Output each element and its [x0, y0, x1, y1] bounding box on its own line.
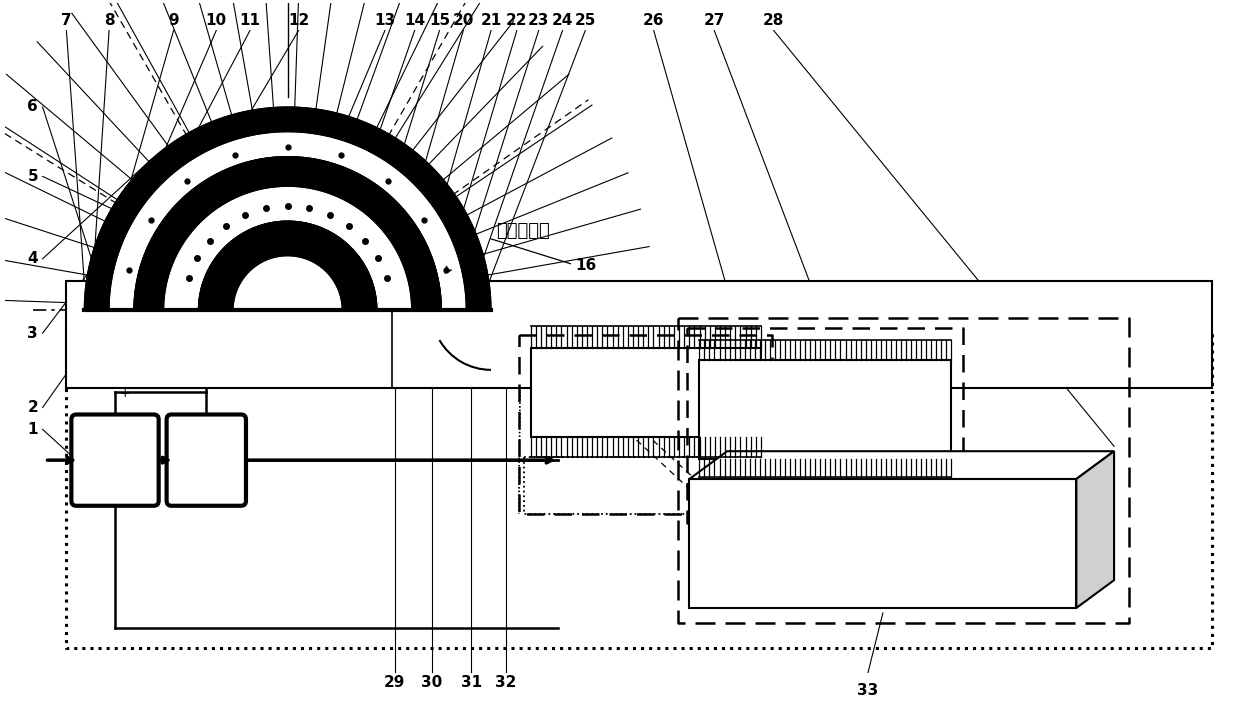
Text: 21: 21 — [480, 13, 502, 28]
Text: 5: 5 — [27, 169, 38, 184]
Text: 17: 17 — [459, 293, 480, 308]
Text: 子午面视图: 子午面视图 — [496, 222, 549, 240]
Polygon shape — [109, 131, 466, 310]
Text: 30: 30 — [420, 675, 443, 690]
Text: 25: 25 — [574, 13, 596, 28]
Text: 11: 11 — [239, 13, 260, 28]
Text: 10: 10 — [206, 13, 227, 28]
Text: 12: 12 — [288, 13, 309, 28]
Bar — [699, 360, 951, 459]
Text: 22: 22 — [506, 13, 527, 28]
Polygon shape — [198, 221, 377, 310]
Text: 31: 31 — [460, 675, 482, 690]
Text: 14: 14 — [404, 13, 425, 28]
Text: 28: 28 — [763, 13, 785, 28]
Text: +: + — [120, 387, 130, 399]
Text: 3: 3 — [27, 325, 38, 341]
Text: $o_1$: $o_1$ — [293, 117, 308, 130]
Bar — [67, 280, 1213, 388]
Text: 4: 4 — [27, 251, 38, 266]
Text: 29: 29 — [384, 675, 405, 690]
Text: 16: 16 — [575, 258, 596, 273]
Text: 33: 33 — [857, 683, 879, 698]
Text: 2: 2 — [27, 400, 38, 415]
Text: 13: 13 — [374, 13, 396, 28]
Text: 26: 26 — [644, 13, 665, 28]
Text: 24: 24 — [552, 13, 573, 28]
Text: $\beta$: $\beta$ — [403, 239, 417, 262]
Polygon shape — [164, 186, 412, 310]
Polygon shape — [233, 256, 342, 310]
FancyBboxPatch shape — [72, 415, 159, 505]
Text: 9: 9 — [169, 13, 179, 28]
Text: 7: 7 — [61, 13, 72, 28]
Bar — [689, 479, 1076, 608]
Polygon shape — [1076, 451, 1114, 608]
Text: 6: 6 — [27, 99, 38, 115]
Text: 15: 15 — [429, 13, 450, 28]
FancyBboxPatch shape — [166, 415, 246, 505]
Polygon shape — [689, 451, 1114, 479]
Polygon shape — [134, 157, 441, 310]
Text: 27: 27 — [703, 13, 725, 28]
Bar — [531, 348, 761, 437]
Text: 8: 8 — [104, 13, 114, 28]
Text: 20: 20 — [453, 13, 474, 28]
Polygon shape — [84, 107, 491, 310]
Text: $o_1$: $o_1$ — [293, 305, 308, 318]
Text: 1: 1 — [27, 422, 38, 437]
Text: −: − — [197, 478, 210, 492]
Text: 23: 23 — [528, 13, 549, 28]
Text: +: + — [198, 418, 208, 430]
Text: 32: 32 — [495, 675, 517, 690]
